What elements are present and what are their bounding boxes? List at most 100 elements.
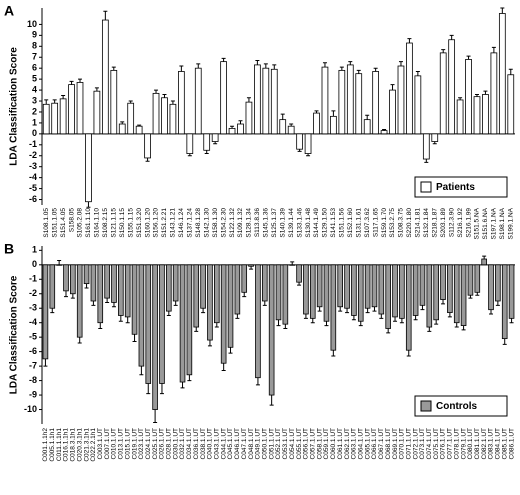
bar	[490, 52, 498, 135]
y-axis-label: LDA Classification Score	[9, 47, 20, 166]
x-tick-label: C074.1.UT	[426, 428, 433, 459]
error-bar	[98, 322, 103, 329]
error-bar	[230, 125, 235, 129]
error-bar	[44, 99, 49, 105]
bar	[93, 90, 101, 135]
bar	[321, 66, 329, 135]
x-tick-label: S105.2.08	[77, 208, 84, 238]
legend-swatch	[420, 181, 432, 193]
bar	[482, 94, 489, 135]
x-tick-label: S112.3.90	[448, 208, 455, 238]
x-tick-label: S144.1.49	[313, 208, 320, 238]
bar	[42, 264, 49, 360]
bar	[63, 264, 69, 292]
y-tick-label: -1	[29, 274, 37, 284]
bar	[166, 264, 172, 312]
bar	[194, 67, 202, 135]
y-tick-label: 2	[32, 106, 37, 116]
bar	[447, 264, 453, 313]
x-tick-label: C053.1.UT	[282, 428, 289, 459]
error-bar	[413, 315, 418, 321]
x-tick-label: C084.1.UT	[495, 428, 502, 459]
bar	[422, 133, 430, 160]
bar	[144, 133, 151, 159]
error-bar	[399, 318, 404, 324]
x-tick-label: C066.1.UT	[371, 428, 378, 459]
bar	[405, 264, 412, 351]
x-tick-label: S158.05	[68, 208, 75, 233]
x-tick-label: C054.1.UT	[289, 428, 296, 459]
error-bar	[441, 299, 446, 305]
error-bar	[272, 64, 277, 70]
error-bar	[52, 99, 57, 104]
bar	[152, 92, 160, 135]
bar	[227, 264, 234, 348]
error-bar	[91, 300, 96, 306]
bar	[453, 264, 460, 324]
x-tick-label: C003.1.UT	[97, 428, 104, 459]
x-tick-label: C032.1.UT	[179, 428, 186, 459]
error-bar	[179, 65, 184, 72]
error-bar	[372, 306, 377, 312]
bar	[338, 69, 346, 135]
error-bar	[125, 316, 130, 324]
x-tick-label: S121.1.15	[111, 208, 118, 238]
x-tick-label: C060.1.UT	[330, 428, 337, 459]
y-tick-label: -7	[29, 360, 37, 370]
bar	[138, 264, 145, 367]
error-bar	[263, 63, 268, 69]
x-tick-label: C067.1.UT	[378, 428, 385, 459]
bar	[355, 73, 363, 135]
x-tick-label: S151.5.NA	[474, 207, 481, 239]
error-bar	[221, 57, 226, 62]
error-bar	[213, 141, 218, 145]
x-tick-label: C047.1.UT	[241, 428, 248, 459]
error-bar	[187, 153, 192, 157]
bar	[389, 89, 396, 135]
bar	[495, 264, 501, 302]
x-tick-label: S146.1.24	[178, 208, 185, 238]
bar	[346, 64, 354, 135]
error-bar	[365, 114, 370, 120]
error-bar	[483, 90, 488, 95]
x-tick-label: C001.1.1h2	[42, 428, 49, 462]
bar	[245, 101, 253, 135]
error-bar	[194, 327, 199, 332]
error-bar	[214, 322, 219, 328]
error-bar	[262, 300, 267, 306]
error-bar	[255, 60, 260, 65]
bar	[101, 19, 109, 135]
bar	[110, 69, 118, 135]
y-tick-label: 6	[32, 63, 37, 73]
x-tick-label: S109.1.32	[237, 208, 244, 238]
x-tick-label: C075.1.UT	[433, 428, 440, 459]
y-tick-label: 7	[32, 52, 37, 62]
y-tick-label: -8	[29, 375, 37, 385]
x-tick-label: S107.3.62	[364, 208, 371, 238]
bar	[406, 42, 413, 135]
bar	[399, 264, 405, 319]
bar	[237, 123, 244, 135]
x-tick-label: C059.1.UT	[323, 428, 330, 459]
x-tick-label: C058.1.UT	[316, 428, 323, 459]
x-tick-label: S108.1.05	[43, 208, 50, 238]
error-bar	[78, 78, 83, 83]
x-tick-label: C068.1.UT	[385, 428, 392, 459]
bar	[460, 264, 467, 326]
error-bar	[43, 358, 48, 367]
bar	[473, 96, 481, 135]
error-bar	[173, 300, 178, 306]
error-bar	[145, 157, 150, 162]
x-tick-label: S113.8.36	[254, 208, 261, 238]
x-tick-label: C024.1.UT	[145, 428, 152, 459]
bar	[145, 264, 152, 384]
x-tick-label: C020.3.1h1	[76, 428, 83, 462]
bar	[303, 264, 309, 315]
bar	[296, 264, 302, 283]
x-tick-label: C083.1.UT	[488, 428, 495, 459]
x-tick-label: C065.1.UT	[364, 428, 371, 459]
error-bar	[111, 66, 116, 71]
bar	[465, 59, 472, 135]
bar	[124, 264, 131, 318]
error-bar	[70, 293, 75, 299]
